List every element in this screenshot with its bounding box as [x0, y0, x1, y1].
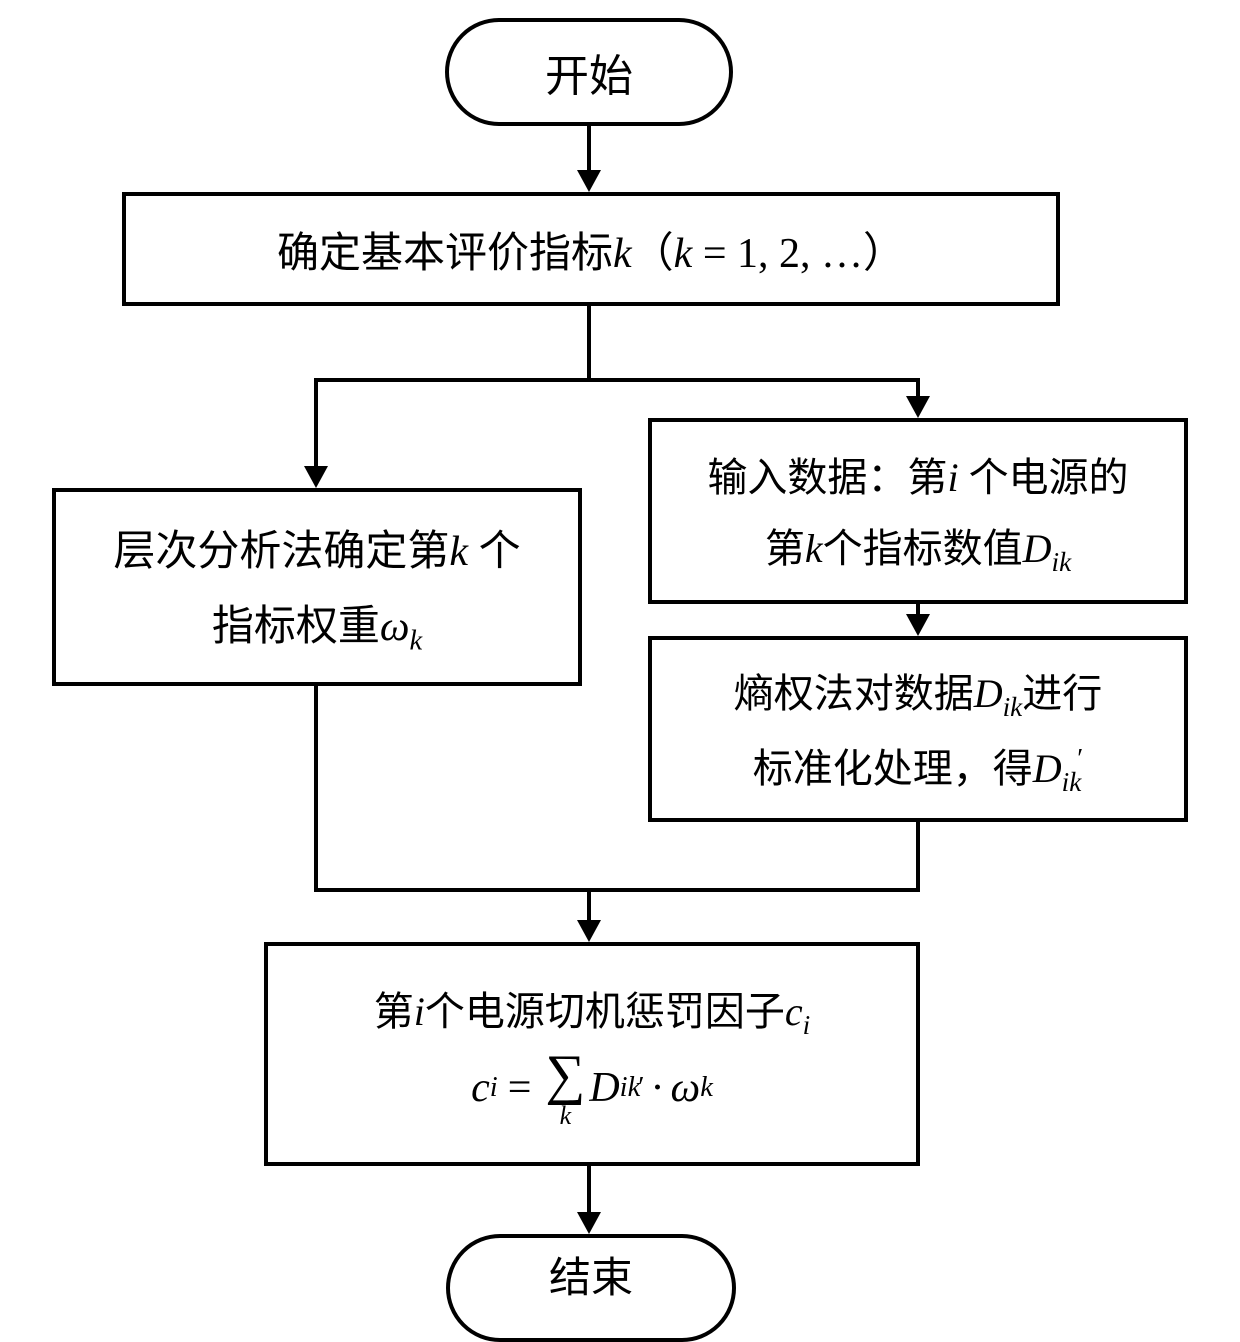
node-input-data-line1: 输入数据：第i 个电源的	[707, 445, 1128, 503]
edge	[587, 1166, 591, 1214]
node-start: 开始	[445, 18, 733, 126]
edge	[314, 378, 318, 468]
edge	[587, 126, 591, 172]
node-input-data: 输入数据：第i 个电源的 第k个指标数值Dik	[648, 418, 1188, 604]
node-input-data-line2: 第k个指标数值Dik	[765, 516, 1071, 578]
node-start-label: 开始	[545, 40, 633, 104]
node-penalty-factor: 第i个电源切机惩罚因子ci ci = ∑ k Dik′ · ωk	[264, 942, 920, 1166]
node-ahp-weight: 层次分析法确定第k 个 指标权重ωk	[52, 488, 582, 686]
arrow-head-icon	[577, 920, 601, 942]
flowchart-canvas: 开始 确定基本评价指标k（k = 1, 2, …） 层次分析法确定第k 个 指标…	[0, 0, 1240, 1309]
arrow-head-icon	[577, 170, 601, 192]
arrow-head-icon	[906, 396, 930, 418]
node-entropy-norm-line2: 标准化处理，得Dik′	[753, 736, 1083, 798]
node-penalty-factor-formula: ci = ∑ k Dik′ · ωk	[471, 1047, 713, 1129]
edge-hline	[314, 888, 920, 892]
node-entropy-norm-line1: 熵权法对数据Dik进行	[734, 661, 1103, 723]
edge	[916, 378, 920, 398]
node-ahp-weight-line2: 指标权重ωk	[212, 592, 422, 657]
edge	[314, 686, 318, 892]
node-ahp-weight-line1: 层次分析法确定第k 个	[113, 517, 520, 578]
arrow-head-icon	[906, 614, 930, 636]
node-end: 结束	[446, 1234, 736, 1342]
edge	[916, 822, 920, 892]
edge	[587, 306, 591, 382]
sigma-icon: ∑ k	[545, 1047, 585, 1129]
edge	[587, 888, 591, 922]
node-determine-k: 确定基本评价指标k（k = 1, 2, …）	[122, 192, 1060, 306]
edge-hline	[316, 378, 920, 382]
node-penalty-factor-title: 第i个电源切机惩罚因子ci	[374, 979, 810, 1041]
arrow-head-icon	[304, 466, 328, 488]
node-end-label: 结束	[549, 1244, 633, 1305]
arrow-head-icon	[577, 1212, 601, 1234]
node-determine-k-label: 确定基本评价指标k（k = 1, 2, …）	[277, 219, 905, 280]
node-entropy-norm: 熵权法对数据Dik进行 标准化处理，得Dik′	[648, 636, 1188, 822]
